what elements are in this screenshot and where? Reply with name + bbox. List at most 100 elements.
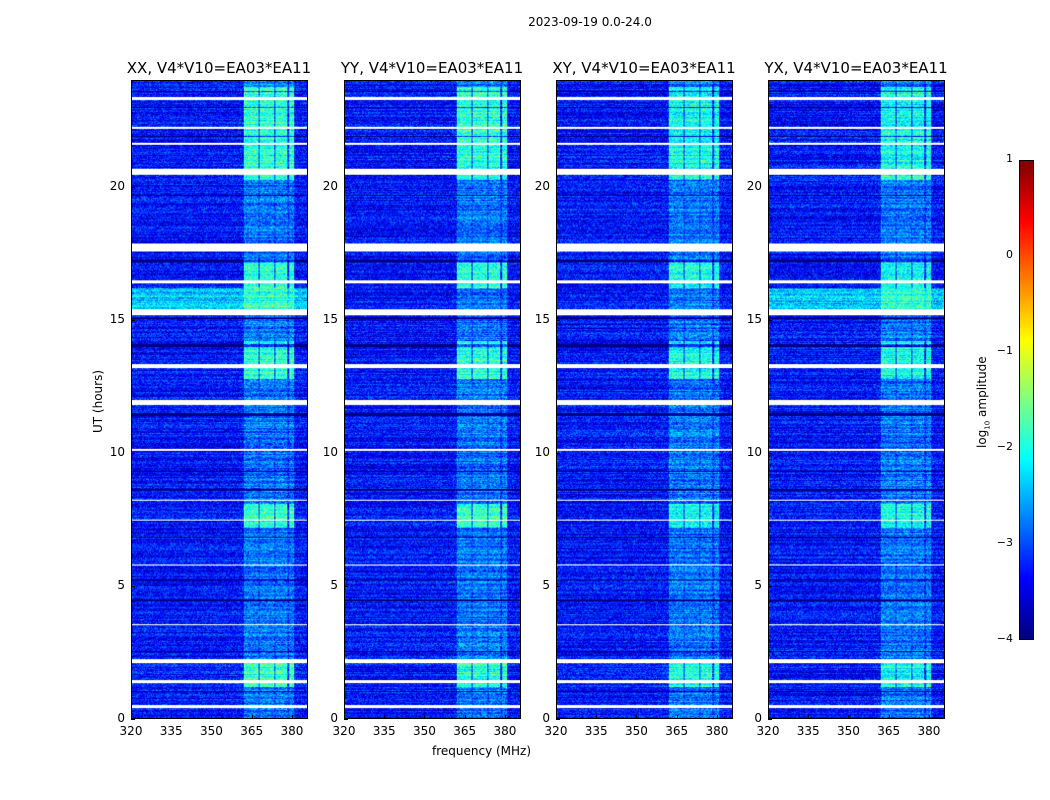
y-tick-mark [768, 585, 772, 587]
y-tick-mark [131, 719, 135, 720]
y-tick-label: 10 [746, 444, 762, 459]
y-tick-mark [556, 186, 560, 188]
x-tick-mark [676, 715, 678, 719]
x-tick-mark [464, 715, 466, 719]
colorbar-tick-label: 0 [1006, 248, 1013, 261]
colorbar-tick-label: −3 [996, 536, 1013, 549]
y-tick-mark [131, 186, 135, 188]
y-tick-label: 10 [109, 444, 125, 459]
y-tick-mark [344, 719, 348, 720]
x-tick-mark [131, 715, 132, 719]
x-tick-label: 335 [159, 724, 183, 738]
x-tick-label: 320 [544, 724, 568, 738]
x-tick-label: 335 [796, 724, 820, 738]
x-tick-mark [384, 715, 386, 719]
y-tick-mark [768, 319, 772, 321]
x-tick-mark [716, 715, 718, 719]
y-tick-label: 20 [746, 178, 762, 193]
y-tick-mark [556, 719, 560, 720]
y-tick-label: 15 [746, 311, 762, 326]
x-tick-label: 350 [200, 724, 223, 738]
y-tick-label: 0 [330, 711, 338, 725]
y-tick-mark [131, 585, 135, 587]
y-axis-label: UT (hours) [91, 369, 105, 433]
x-tick-mark [504, 715, 506, 719]
y-tick-mark [768, 719, 772, 720]
heatmap-panel [768, 80, 945, 719]
y-tick-label: 5 [117, 577, 125, 592]
colorbar [1019, 160, 1034, 640]
y-tick-label: 5 [754, 577, 762, 592]
y-tick-mark [344, 319, 348, 321]
y-tick-label: 20 [534, 178, 550, 193]
y-tick-label: 0 [542, 711, 550, 725]
x-tick-label: 380 [917, 724, 941, 738]
x-tick-label: 380 [705, 724, 729, 738]
x-tick-mark [291, 715, 293, 719]
x-tick-label: 335 [584, 724, 608, 738]
x-tick-mark [888, 715, 890, 719]
x-tick-mark [556, 715, 557, 719]
y-tick-mark [556, 319, 560, 321]
x-tick-label: 380 [280, 724, 304, 738]
y-tick-label: 5 [330, 577, 338, 592]
y-tick-label: 10 [534, 444, 550, 459]
heatmap-panel [131, 80, 308, 719]
y-tick-label: 15 [109, 311, 125, 326]
y-tick-mark [556, 585, 560, 587]
y-tick-label: 15 [322, 311, 338, 326]
heatmap-image [132, 81, 307, 718]
y-tick-mark [344, 585, 348, 587]
y-tick-mark [344, 452, 348, 454]
y-tick-mark [768, 452, 772, 454]
x-tick-label: 365 [453, 724, 477, 738]
x-tick-mark [596, 715, 598, 719]
y-tick-label: 10 [322, 444, 338, 459]
x-tick-mark [636, 715, 638, 719]
x-tick-mark [808, 715, 810, 719]
x-tick-label: 350 [625, 724, 648, 738]
x-tick-label: 365 [665, 724, 689, 738]
x-tick-mark [848, 715, 850, 719]
panel-title: YX, V4*V10=EA03*EA11 [764, 59, 948, 77]
colorbar-tick-label: −1 [996, 344, 1013, 357]
y-tick-label: 5 [542, 577, 550, 592]
x-tick-label: 365 [240, 724, 264, 738]
colorbar-tick-label: 1 [1006, 152, 1013, 165]
x-tick-mark [928, 715, 930, 719]
x-tick-mark [211, 715, 213, 719]
x-tick-mark [344, 715, 345, 719]
x-tick-mark [424, 715, 426, 719]
x-tick-label: 320 [332, 724, 356, 738]
x-tick-label: 335 [372, 724, 396, 738]
colorbar-label: log10 amplitude [975, 356, 992, 448]
y-tick-label: 0 [117, 711, 125, 725]
x-tick-mark [768, 715, 769, 719]
colorbar-tick-label: −4 [996, 632, 1013, 645]
y-tick-mark [768, 186, 772, 188]
x-tick-label: 350 [837, 724, 860, 738]
y-tick-label: 15 [534, 311, 550, 326]
y-tick-label: 20 [322, 178, 338, 193]
y-tick-mark [131, 452, 135, 454]
heatmap-panel [556, 80, 733, 719]
x-tick-label: 350 [413, 724, 436, 738]
y-tick-label: 20 [109, 178, 125, 193]
x-axis-label: frequency (MHz) [432, 744, 532, 758]
x-tick-label: 380 [493, 724, 517, 738]
panel-title: XX, V4*V10=EA03*EA11 [126, 59, 312, 77]
panel-title: YY, V4*V10=EA03*EA11 [340, 59, 524, 77]
heatmap-image [345, 81, 520, 718]
heatmap-panel [344, 80, 521, 719]
heatmap-image [769, 81, 944, 718]
x-tick-label: 320 [119, 724, 143, 738]
y-tick-label: 0 [754, 711, 762, 725]
colorbar-tick-label: −2 [996, 440, 1013, 453]
panel-title: XY, V4*V10=EA03*EA11 [552, 59, 736, 77]
x-tick-mark [171, 715, 173, 719]
figure-title: 2023-09-19 0.0-24.0 [528, 15, 652, 29]
y-tick-mark [556, 452, 560, 454]
x-tick-mark [251, 715, 253, 719]
x-tick-label: 365 [877, 724, 901, 738]
